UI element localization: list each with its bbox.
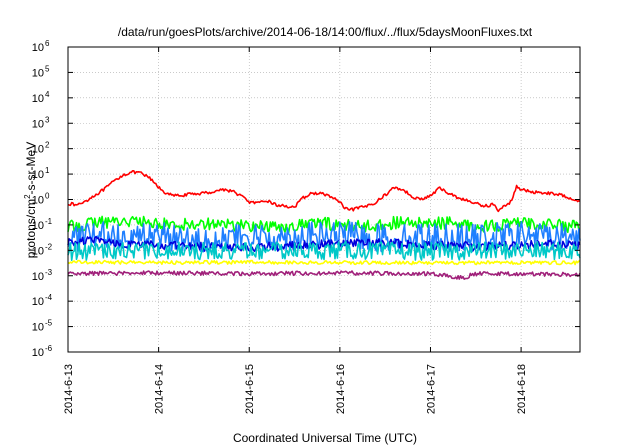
y-tick-label: 10 (32, 271, 44, 283)
y-tick-label: 10 (32, 296, 44, 308)
series-line-1 (67, 215, 581, 234)
y-tick-label: 10 (32, 144, 44, 156)
y-tick-exponent: -4 (45, 293, 53, 302)
y-tick-exponent: 1 (45, 166, 50, 175)
x-axis-label: Coordinated Universal Time (UTC) (233, 431, 417, 445)
chart-title: /data/run/goesPlots/archive/2014-06-18/1… (118, 25, 533, 39)
y-tick-label: 10 (32, 220, 44, 232)
plot-series (67, 170, 581, 280)
x-tick-label: 2014-6-14 (154, 364, 166, 414)
x-tick-label: 2014-6-13 (63, 364, 75, 414)
series-line-4 (67, 240, 581, 262)
y-axis: 10 -610 -510 -410 -310 -210 -110 010 110 210 310 41… (32, 39, 580, 359)
x-tick-label: 2014-6-18 (516, 364, 528, 414)
y-tick-exponent: 0 (45, 192, 50, 201)
y-tick-label: 10 (32, 195, 44, 207)
y-tick-exponent: -1 (45, 217, 53, 226)
plot-grid (68, 47, 580, 352)
y-tick-exponent: -6 (45, 344, 53, 353)
y-tick-label: 10 (32, 322, 44, 334)
y-tick-label: 10 (32, 347, 44, 359)
x-tick-label: 2014-6-17 (425, 364, 437, 414)
series-line-6 (67, 270, 581, 280)
y-tick-exponent: 5 (45, 64, 50, 73)
y-tick-label: 10 (32, 169, 44, 181)
y-tick-exponent: 3 (45, 115, 50, 124)
y-tick-exponent: 6 (45, 39, 50, 48)
y-tick-exponent: 4 (45, 90, 50, 99)
y-tick-label: 10 (32, 42, 44, 54)
y-tick-exponent: -2 (45, 242, 53, 251)
y-tick-label: 10 (32, 245, 44, 257)
x-tick-label: 2014-6-16 (335, 364, 347, 414)
y-tick-label: 10 (32, 118, 44, 130)
series-line-3 (67, 235, 581, 253)
series-line-0 (67, 170, 581, 213)
y-tick-exponent: 2 (45, 141, 50, 150)
y-tick-label: 10 (32, 93, 44, 105)
y-axis-label: protons/cm2-s-sr-MeV (23, 142, 38, 258)
y-tick-label: 10 (32, 67, 44, 79)
x-tick-label: 2014-6-15 (244, 364, 256, 414)
series-line-5 (67, 259, 580, 266)
y-tick-exponent: -3 (45, 268, 53, 277)
x-axis: 2014-6-13 2014-6-14 2014-6-15 2014-6-16 2014… (63, 47, 528, 414)
y-tick-exponent: -5 (45, 319, 53, 328)
